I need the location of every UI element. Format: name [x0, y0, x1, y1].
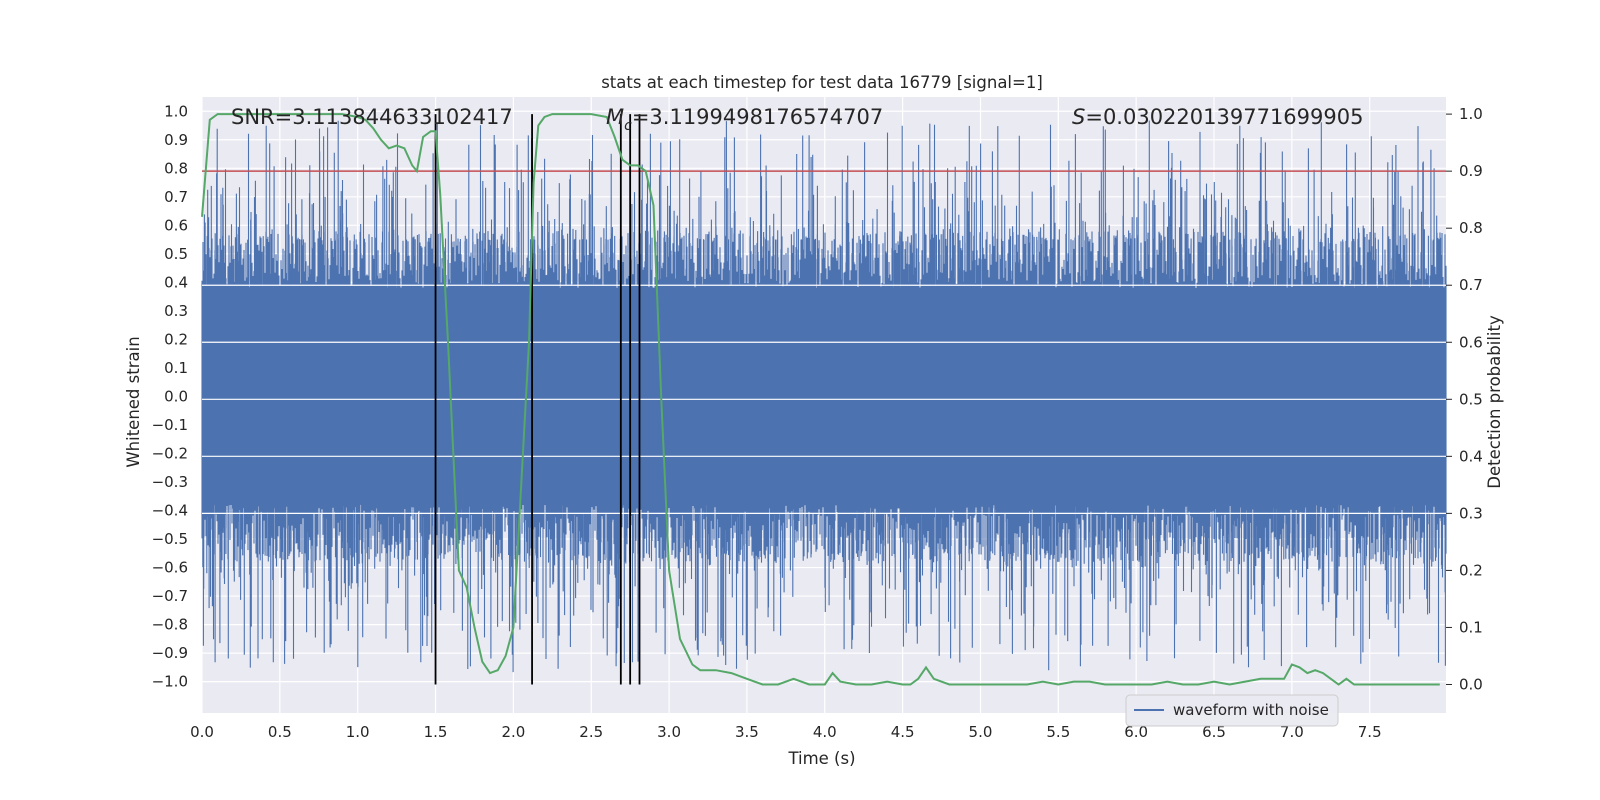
y-left-tick-label: −0.1: [152, 416, 188, 434]
y-left-tick-label: 0.9: [164, 131, 188, 149]
y-left-tick-label: 0.3: [164, 302, 188, 320]
y-right-tick-label: 0.5: [1459, 390, 1483, 408]
x-tick-label: 6.0: [1124, 723, 1148, 741]
chirp-mass-annotation: Mc=3.1199498176574707: [606, 105, 883, 134]
x-tick-label: 7.5: [1358, 723, 1382, 741]
y-left-tick-label: −0.8: [152, 616, 188, 634]
y-left-tick-label: 0.4: [164, 273, 188, 291]
legend-box: [1125, 694, 1339, 727]
legend: waveform with noise: [1125, 694, 1339, 727]
mc-symbol: M: [606, 105, 624, 129]
waveform-trace: [201, 120, 1447, 673]
y-right-tick-label: 0.7: [1459, 276, 1483, 294]
y-left-tick-label: −0.3: [152, 473, 188, 491]
y-right-tick-label: 0.6: [1459, 333, 1483, 351]
x-tick-label: 6.5: [1202, 723, 1226, 741]
x-tick-label: 0.0: [190, 723, 214, 741]
x-tick-label: 5.0: [969, 723, 993, 741]
x-tick-label: 4.0: [813, 723, 837, 741]
x-tick-label: 3.5: [735, 723, 759, 741]
vertical-markers: [434, 114, 641, 685]
x-tick-label: 2.5: [579, 723, 603, 741]
x-tick-label: 7.0: [1280, 723, 1304, 741]
x-tick-label: 2.0: [501, 723, 525, 741]
y-left-tick-label: −0.9: [152, 644, 188, 662]
y-left-tick-label: 0.2: [164, 330, 188, 348]
mc-subscript: c: [624, 118, 632, 134]
x-tick-label: 1.0: [346, 723, 370, 741]
waveform-series: [201, 120, 1447, 673]
y-left-tick-label: −0.6: [152, 559, 188, 577]
y-left-tick-label: −0.4: [152, 502, 188, 520]
y-left-tick-label: −0.2: [152, 444, 188, 462]
y-left-tick-label: 0.8: [164, 159, 188, 177]
y-right-tick-label: 1.0: [1459, 105, 1483, 123]
y-right-tick-label: 0.9: [1459, 162, 1483, 180]
probability-series: [201, 113, 1440, 686]
x-tick-label: 3.0: [657, 723, 681, 741]
x-tick-label: 1.5: [424, 723, 448, 741]
y-right-tick-label: 0.3: [1459, 504, 1483, 522]
y-left-tick-label: 0.6: [164, 216, 188, 234]
legend-label-waveform: waveform with noise: [1173, 701, 1329, 719]
y-right-axis-ticks: 1.0 0.9 0.8 0.7 0.6 0.5 0.4 0.3 0.2 0.1 0.0: [1446, 105, 1483, 693]
y-left-axis-label: Whitened strain: [124, 336, 143, 467]
s-annotation: S=0.030220139771699905: [1072, 105, 1363, 129]
y-left-tick-label: 0.7: [164, 188, 188, 206]
y-right-tick-label: 0.8: [1459, 219, 1483, 237]
y-left-axis-ticks: 1.0 0.9 0.8 0.7 0.6 0.5 0.4 0.3 0.2 0.1 0.0 −0.1 −0.…: [152, 102, 188, 690]
x-axis-label: Time (s): [787, 749, 855, 768]
x-tick-label: 0.5: [268, 723, 292, 741]
s-symbol: S: [1072, 105, 1085, 129]
y-left-tick-label: 0.1: [164, 359, 188, 377]
y-right-tick-label: 0.1: [1459, 618, 1483, 636]
y-left-tick-label: −1.0: [152, 673, 188, 691]
y-left-tick-label: −0.7: [152, 587, 188, 605]
mc-value: =3.1199498176574707: [632, 105, 883, 129]
x-tick-label: 5.5: [1046, 723, 1070, 741]
x-axis-ticks: 0.0 0.5 1.0 1.5 2.0 2.5 3.0 3.5 4.0 4.5 5.0 5.5 6.0 6…: [190, 723, 1382, 741]
y-left-tick-label: 0.5: [164, 245, 188, 263]
y-right-tick-label: 0.0: [1459, 675, 1483, 693]
y-right-tick-label: 0.2: [1459, 561, 1483, 579]
y-left-tick-label: −0.5: [152, 530, 188, 548]
y-right-tick-label: 0.4: [1459, 447, 1483, 465]
snr-annotation: SNR=3.113844633102417: [231, 105, 513, 129]
y-right-axis-label: Detection probability: [1485, 315, 1504, 489]
s-value: =0.030220139771699905: [1085, 105, 1363, 129]
chart-title: stats at each timestep for test data 167…: [601, 73, 1043, 92]
y-left-tick-label: 1.0: [164, 102, 188, 120]
y-left-tick-label: 0.0: [164, 387, 188, 405]
x-tick-label: 4.5: [891, 723, 915, 741]
probability-line: [201, 113, 1440, 686]
